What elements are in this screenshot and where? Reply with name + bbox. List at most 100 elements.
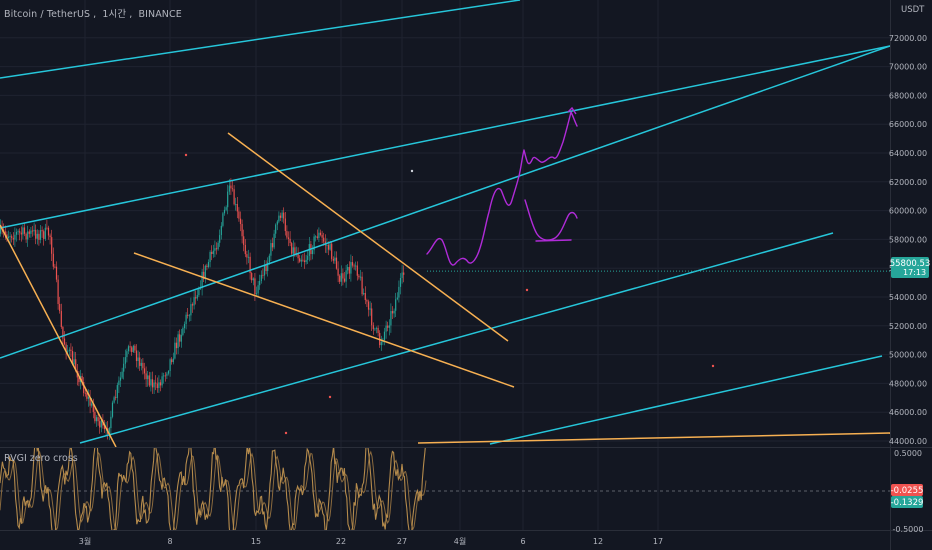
osc-value-b: -0.1329 (891, 498, 924, 508)
candle-body (39, 230, 42, 240)
candle-body (151, 379, 154, 388)
candle-body (215, 248, 218, 250)
candle-body (177, 334, 179, 349)
candle-body (335, 257, 338, 269)
osc-tick: -0.5000 (893, 525, 924, 534)
candle-body (159, 382, 162, 386)
candle-body (191, 304, 194, 306)
candle-body (201, 271, 203, 288)
candle-body (43, 231, 45, 239)
channel-line[interactable] (0, 45, 890, 229)
osc-line (0, 448, 426, 530)
candle-body (270, 243, 272, 256)
candle-body (385, 325, 387, 332)
candle-body (150, 379, 152, 386)
candle-body (351, 262, 354, 266)
candle-body (59, 303, 61, 312)
osc-badge-down: -0.0255 (891, 484, 923, 496)
channel-line[interactable] (79, 232, 834, 444)
candle-body (403, 272, 405, 275)
candle-body (230, 185, 232, 189)
candle-body (137, 357, 139, 361)
candle-body (393, 310, 395, 314)
candle-body (281, 212, 283, 218)
projection-path-alt[interactable] (524, 199, 578, 242)
candle-body (54, 266, 56, 268)
candle-body (55, 266, 58, 280)
price-axis[interactable]: 72000.00 70000.00 68000.00 66000.00 64000.00… (889, 34, 927, 534)
candle-body (369, 308, 371, 310)
channel-line[interactable] (0, 45, 890, 359)
candle-body (25, 233, 27, 240)
candle-body (51, 237, 53, 254)
candle-body (303, 260, 306, 263)
candle-body (401, 272, 403, 278)
candle-body (355, 265, 357, 267)
candle-body (223, 209, 226, 214)
candle-body (36, 233, 38, 239)
candle-body (123, 363, 125, 372)
symbol-header[interactable]: Bitcoin / TetherUS, 1시간, BINANCE (4, 9, 182, 20)
trendline[interactable] (0, 224, 117, 447)
price-tick: 70000.00 (889, 63, 927, 72)
candle-body (300, 259, 302, 262)
candle-body (33, 229, 35, 232)
projection-path[interactable] (426, 111, 578, 266)
candle-body (179, 334, 181, 342)
candle-body (190, 304, 192, 316)
marker-dot (184, 153, 188, 157)
time-tick: 15 (251, 537, 261, 546)
candle-body (273, 233, 275, 248)
candle-body (20, 232, 22, 235)
candle-body (388, 325, 390, 328)
trendline[interactable] (133, 252, 515, 388)
candle-body (339, 275, 341, 282)
time-tick: 22 (336, 537, 346, 546)
price-tick: 66000.00 (889, 120, 927, 129)
channel-line[interactable] (489, 355, 883, 445)
candle-body (91, 403, 93, 406)
candle-body (38, 233, 40, 240)
candle-body (167, 370, 170, 374)
channel-line[interactable] (0, 0, 521, 79)
candle-body (73, 359, 75, 364)
candle-body (396, 297, 398, 300)
candle-body (145, 373, 147, 380)
candle-body (161, 376, 163, 386)
candle-body (153, 382, 155, 388)
candle-body (174, 342, 176, 359)
candle-body (375, 327, 378, 329)
marker-dot (711, 364, 715, 368)
candle-body (371, 308, 373, 326)
candle-body (211, 251, 213, 255)
currency-label: USDT (901, 5, 925, 15)
candle-body (124, 357, 126, 364)
price-tick: 44000.00 (889, 437, 927, 446)
candle-body (297, 253, 299, 259)
candle-body (131, 347, 133, 352)
marker-dot (525, 288, 529, 292)
candle-body (78, 377, 80, 383)
candle-body (380, 342, 382, 346)
candle-body (299, 258, 301, 262)
candle-body (127, 346, 130, 352)
price-tick: 68000.00 (889, 91, 927, 100)
candle-body (271, 243, 274, 248)
trendline[interactable] (417, 432, 890, 444)
candle-body (228, 185, 230, 192)
candle-body (342, 273, 344, 279)
indicator-label[interactable]: RVGI zero cross (4, 453, 78, 464)
candle-body (399, 277, 402, 287)
trendline[interactable] (227, 132, 509, 342)
osc-signal-line (0, 450, 427, 530)
candle-body (206, 265, 208, 267)
candle-body (358, 275, 360, 278)
candle-body (311, 250, 314, 255)
projection-arrow[interactable] (567, 106, 577, 115)
time-axis[interactable]: 3월 8 15 22 27 4월 6 12 17 (79, 536, 663, 546)
candle-body (359, 276, 362, 278)
candle-body (241, 224, 243, 237)
candle-body (374, 328, 376, 330)
candle-body (254, 278, 256, 295)
